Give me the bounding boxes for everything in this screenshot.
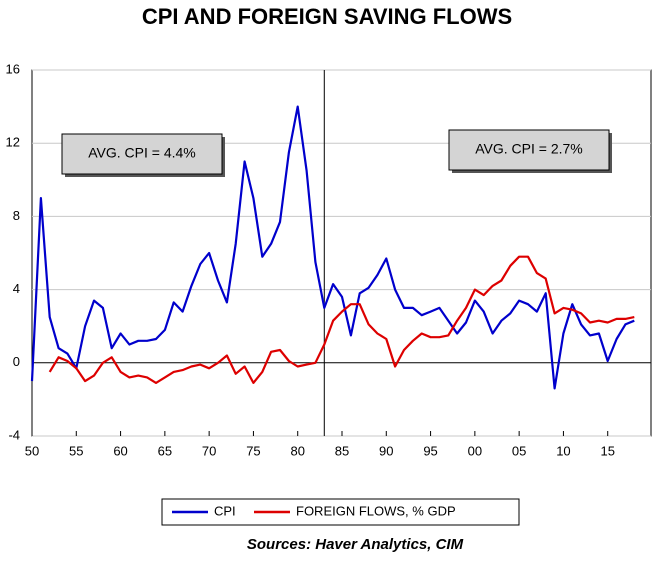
series-line <box>30 105 635 390</box>
y-tick-label: -4 <box>8 427 20 442</box>
y-tick-label: 16 <box>6 61 20 76</box>
x-tick-label: 15 <box>600 443 614 458</box>
legend-label: FOREIGN FLOWS, % GDP <box>296 503 456 518</box>
x-tick-label: 00 <box>468 443 482 458</box>
legend-box <box>161 498 520 526</box>
y-tick-label: 12 <box>6 135 20 150</box>
y-tick-label: 8 <box>13 208 20 223</box>
x-tick-label: 70 <box>202 443 216 458</box>
x-tick-label: 50 <box>25 443 39 458</box>
x-tick-label: 85 <box>335 443 349 458</box>
y-tick-label: 0 <box>13 354 20 369</box>
x-tick-label: 60 <box>113 443 127 458</box>
x-tick-label: 90 <box>379 443 393 458</box>
annotation-box <box>448 129 610 171</box>
legend-label: CPI <box>214 503 236 518</box>
annotation: AVG. CPI = 2.7% <box>475 141 583 157</box>
source: Sources: Haver Analytics, CIM <box>247 536 464 553</box>
x-tick-label: 55 <box>69 443 83 458</box>
chart-title: CPI AND FOREIGN SAVING FLOWS <box>142 4 512 29</box>
x-tick-label: 05 <box>512 443 526 458</box>
x-tick-label: 75 <box>246 443 260 458</box>
x-tick-label: 80 <box>290 443 304 458</box>
y-tick-label: 4 <box>13 281 20 296</box>
annotation: AVG. CPI = 4.4% <box>88 145 196 161</box>
series-line <box>48 255 635 384</box>
plot-area <box>31 69 652 437</box>
x-tick-label: 10 <box>556 443 570 458</box>
annotation-box <box>61 133 223 175</box>
x-tick-label: 65 <box>158 443 172 458</box>
x-tick-label: 95 <box>423 443 437 458</box>
